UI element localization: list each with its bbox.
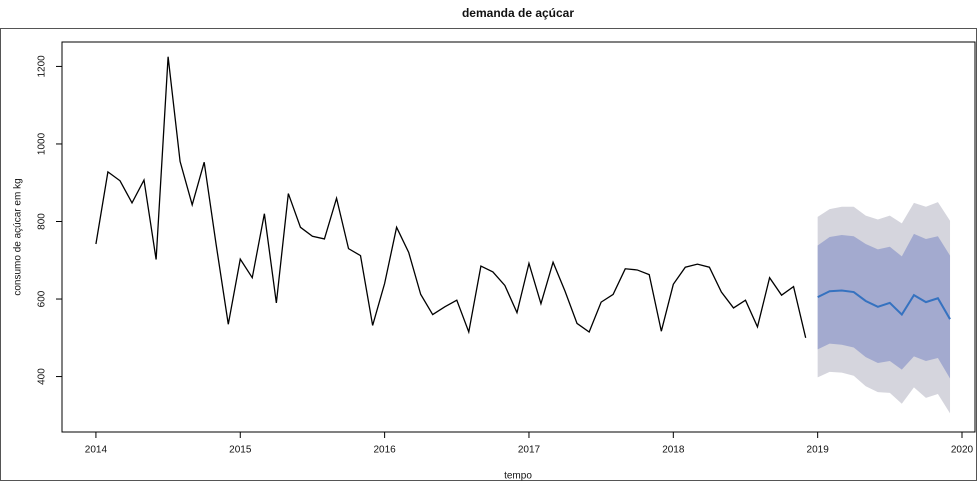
frame <box>0 28 977 481</box>
x-tick-label: 2015 <box>229 445 252 456</box>
y-tick-label: 800 <box>37 213 48 230</box>
x-tick-label: 2014 <box>85 445 108 456</box>
forecast-line <box>817 289 951 320</box>
x-tick-label: 2018 <box>662 445 685 456</box>
x-tick-label: 2016 <box>373 445 396 456</box>
y-tick-label: 400 <box>37 368 48 385</box>
x-axis-label: tempo <box>504 471 532 482</box>
plot-box <box>61 41 976 433</box>
interval-80 <box>817 233 951 379</box>
y-tick-label: 1000 <box>37 132 48 155</box>
x-tick-label: 2019 <box>807 445 830 456</box>
x-tick-label: 2017 <box>518 445 541 456</box>
chart-title: demanda de açúcar <box>462 6 574 20</box>
y-axis-label: consumo de açúcar em kg <box>13 178 24 295</box>
y-tick-label: 600 <box>37 290 48 307</box>
series-line <box>95 56 807 338</box>
x-tick-label: 2020 <box>951 445 974 456</box>
y-tick-label: 1200 <box>37 55 48 78</box>
